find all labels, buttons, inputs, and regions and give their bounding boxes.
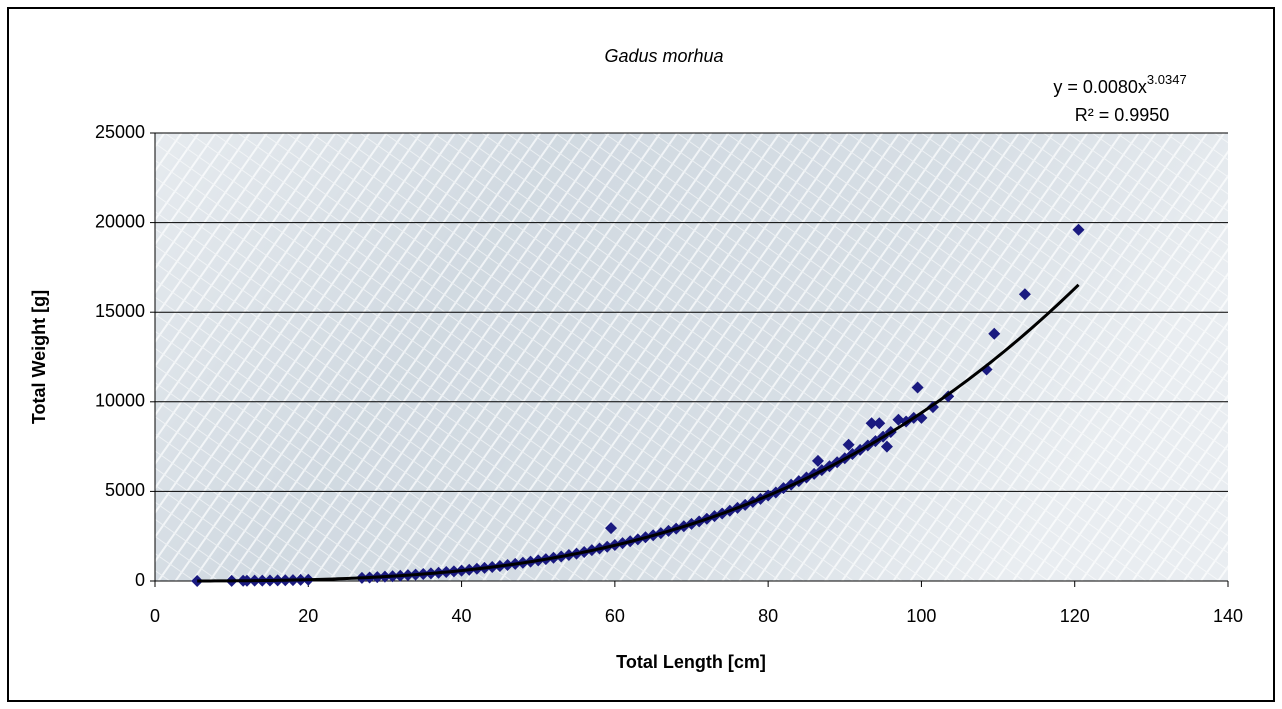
x-tick-label: 20 <box>298 606 318 626</box>
r-squared: R² = 0.9950 <box>1075 105 1170 125</box>
x-tick-label: 100 <box>906 606 936 626</box>
x-tick-label: 40 <box>452 606 472 626</box>
trendline <box>197 283 1080 583</box>
y-tick-label: 5000 <box>105 480 145 500</box>
x-tick-label: 140 <box>1213 606 1243 626</box>
y-axis-title: Total Weight [g] <box>29 290 49 424</box>
y-tick-label: 25000 <box>95 122 145 142</box>
y-tick-label: 0 <box>135 570 145 590</box>
x-axis-title: Total Length [cm] <box>616 652 766 672</box>
x-tick-label: 0 <box>150 606 160 626</box>
data-point <box>873 417 886 430</box>
y-tick-label: 15000 <box>95 301 145 321</box>
x-tick-label: 120 <box>1060 606 1090 626</box>
trendline-equation: y = 0.0080x3.0347 <box>1053 72 1186 96</box>
data-point <box>605 522 618 535</box>
data-point <box>842 438 855 451</box>
data-point <box>1018 288 1031 301</box>
x-tick-label: 80 <box>758 606 778 626</box>
equation-base: y = 0.0080x <box>1053 77 1147 97</box>
y-tick-label: 10000 <box>95 391 145 411</box>
data-point <box>988 327 1001 340</box>
data-point <box>1072 223 1085 236</box>
plot-overlay <box>155 133 1228 581</box>
data-point <box>865 417 878 430</box>
x-tick-label: 60 <box>605 606 625 626</box>
chart-title: Gadus morhua <box>604 46 723 66</box>
data-point <box>880 440 893 453</box>
y-tick-label: 20000 <box>95 211 145 231</box>
equation-exponent: 3.0347 <box>1147 72 1187 87</box>
data-point <box>811 454 824 467</box>
data-point <box>911 381 924 394</box>
